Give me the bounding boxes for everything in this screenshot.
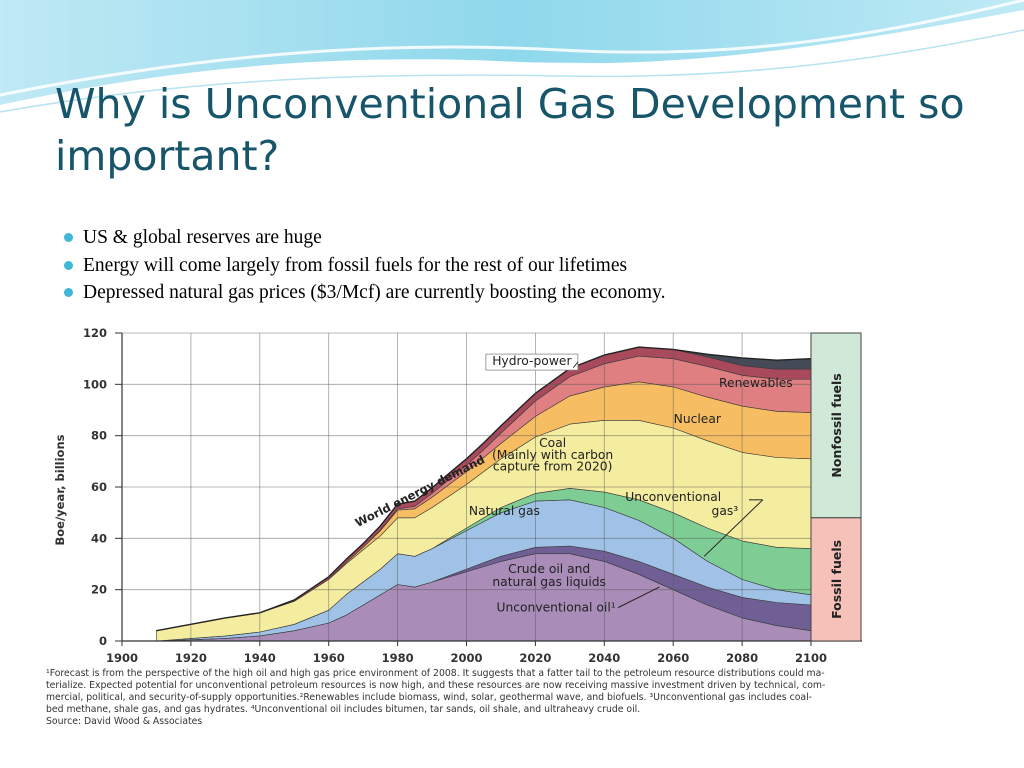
- bullet-list: US & global reserves are huge Energy wil…: [64, 224, 665, 307]
- y-tick-label: 100: [83, 377, 107, 391]
- x-tick-label: 2100: [795, 651, 827, 665]
- fuel-category-label: Fossil fuels: [829, 540, 844, 619]
- y-axis-title: Boe/year, billions: [53, 434, 67, 545]
- area-label: gas³: [712, 504, 739, 518]
- x-tick-label: 2040: [588, 651, 620, 665]
- area-label: Unconventional oil¹: [496, 600, 615, 614]
- area-label: Hydro-power: [492, 354, 572, 368]
- chart-footnote: ¹Forecast is from the perspective of the…: [46, 668, 876, 728]
- chart-axes: 1900 1920 1940 1960 1980 2000 2020 2040 2060 2080…: [53, 326, 862, 665]
- fuel-category-box: [810, 517, 862, 642]
- footnote-source: Source: David Wood & Associates: [46, 716, 203, 727]
- header-wave-banner: [0, 0, 1024, 113]
- x-tick-label: 1920: [175, 651, 207, 665]
- bullet-dot-icon: [64, 288, 73, 297]
- footnote-line: ¹Forecast is from the perspective of the…: [46, 668, 825, 679]
- fuel-category-box: [810, 332, 862, 519]
- y-tick-label: 120: [83, 326, 107, 340]
- bullet-dot-icon: [64, 233, 73, 242]
- area-label: Unconventional: [625, 490, 721, 504]
- slide-title: Why is Unconventional Gas Development so…: [55, 80, 965, 180]
- bullet-item: Depressed natural gas prices ($3/Mcf) ar…: [64, 279, 665, 307]
- unconventional-oil-leader-line: [617, 586, 660, 609]
- area-label: Natural gas: [469, 504, 540, 518]
- bullet-text: Energy will come largely from fossil fue…: [83, 254, 628, 276]
- area-label: Renewables: [719, 376, 793, 390]
- bullet-item: Energy will come largely from fossil fue…: [64, 252, 665, 280]
- area-label: Nuclear: [674, 412, 722, 426]
- energy-demand-chart: 1900 1920 1940 1960 1980 2000 2020 2040 2060 2080…: [53, 326, 862, 665]
- area-label: (Mainly with carbon: [492, 448, 613, 462]
- x-tick-label: 2080: [726, 651, 758, 665]
- y-tick-label: 40: [91, 531, 107, 545]
- hydro-power-leader-line: [572, 361, 579, 368]
- x-tick-label: 1960: [313, 651, 345, 665]
- x-tick-label: 1900: [106, 651, 138, 665]
- area-label: capture from 2020): [493, 459, 613, 473]
- footnote-line: bed methane, shale gas, and gas hydrates…: [46, 704, 641, 715]
- bullet-item: US & global reserves are huge: [64, 224, 665, 252]
- y-tick-label: 60: [91, 480, 107, 494]
- x-tick-label: 2060: [657, 651, 689, 665]
- y-tick-label: 20: [91, 583, 107, 597]
- footnote-line: terialize. Expected potential for unconv…: [46, 680, 826, 691]
- bullet-text: US & global reserves are huge: [83, 227, 322, 248]
- unconventional-gas-leader-line: [703, 499, 764, 557]
- area-label: Crude oil and: [508, 562, 590, 576]
- x-tick-label: 1980: [382, 651, 414, 665]
- x-tick-label: 2020: [519, 651, 551, 665]
- fuel-category-panel: Nonfossil fuels Fossil fuels: [810, 332, 862, 642]
- y-tick-label: 0: [99, 634, 107, 648]
- y-tick-label: 80: [91, 429, 107, 443]
- footnote-line: mercial, political, and security-of-supp…: [46, 692, 813, 703]
- fuel-category-label: Nonfossil fuels: [829, 373, 844, 477]
- x-tick-label: 1940: [244, 651, 276, 665]
- area-label: Coal: [539, 436, 566, 450]
- x-tick-label: 2000: [450, 651, 482, 665]
- bullet-text: Depressed natural gas prices ($3/Mcf) ar…: [83, 282, 666, 303]
- bullet-dot-icon: [64, 260, 73, 270]
- area-label: natural gas liquids: [492, 575, 606, 589]
